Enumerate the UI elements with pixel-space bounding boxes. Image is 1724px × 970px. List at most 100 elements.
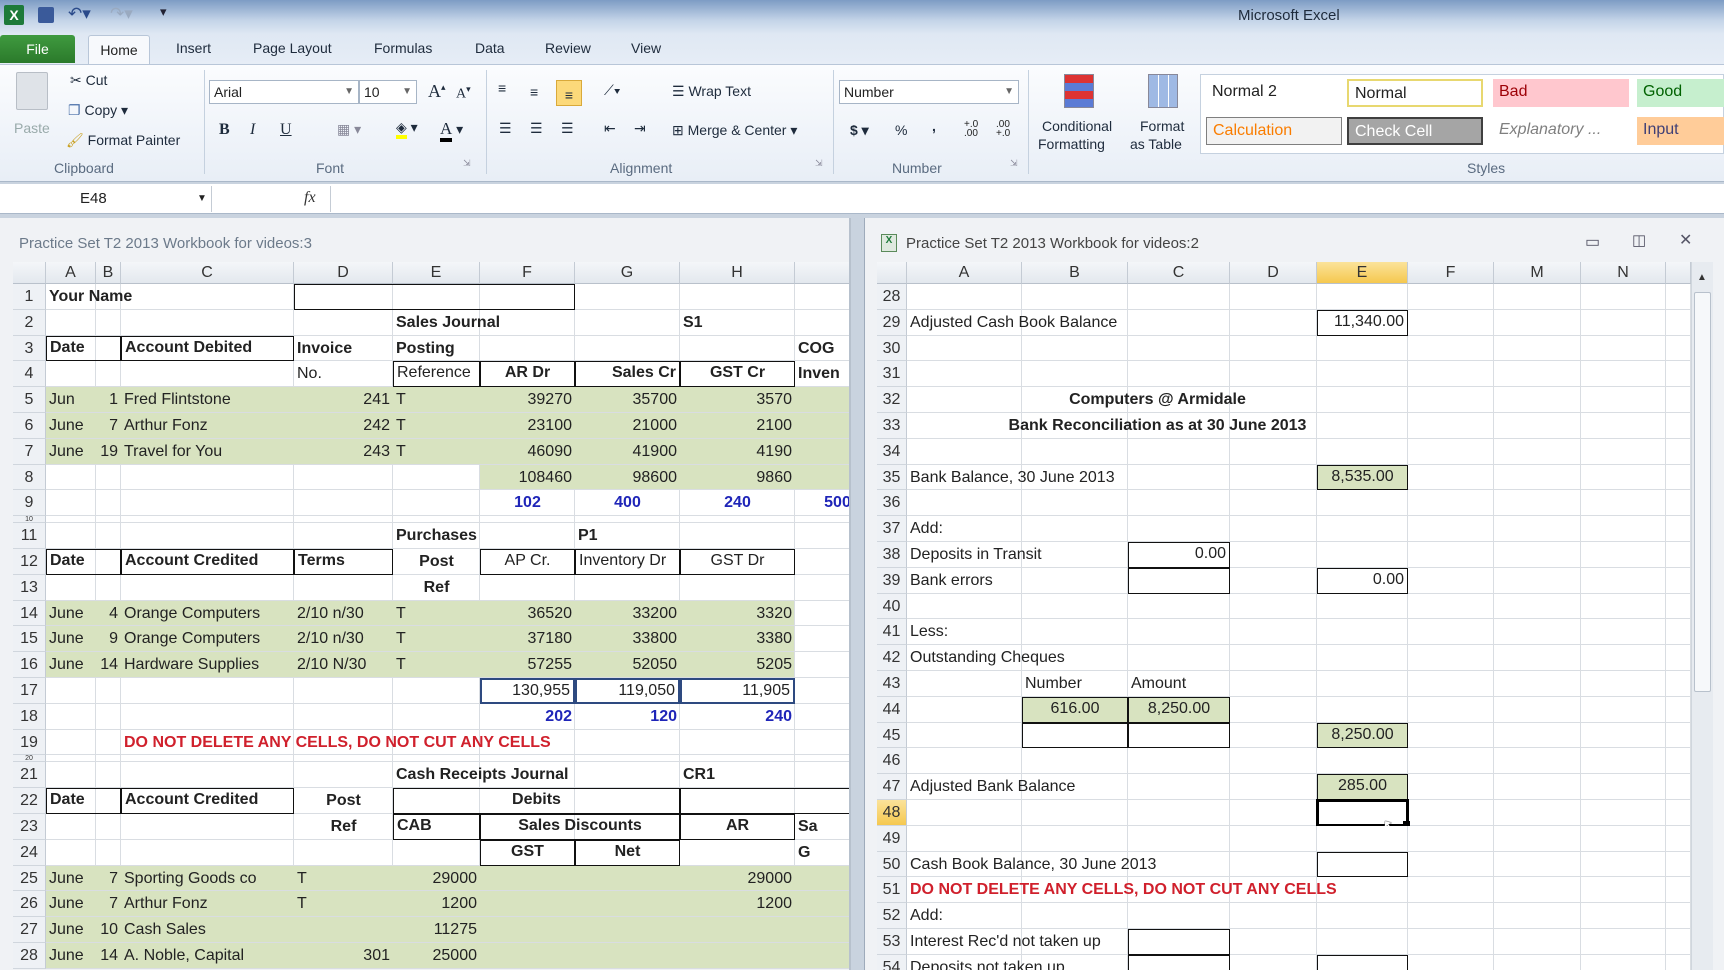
cell-E45[interactable]: 8,250.00 xyxy=(1317,722,1408,749)
cell-style-calculation[interactable]: Calculation xyxy=(1206,117,1342,145)
save-icon[interactable] xyxy=(38,7,54,23)
cell-D23[interactable]: Ref xyxy=(330,818,357,835)
cell-C7[interactable]: Travel for You xyxy=(124,442,223,460)
row-header[interactable]: 6 xyxy=(13,413,46,439)
cell-F6[interactable]: 23100 xyxy=(527,417,573,434)
column-header[interactable]: D xyxy=(294,262,393,284)
cell-C22[interactable]: Account Credited xyxy=(121,788,294,814)
dialog-launcher-icon[interactable]: ⇲ xyxy=(815,158,823,168)
increase-indent-button[interactable]: ⇥ xyxy=(634,120,646,136)
cell-E15[interactable]: T xyxy=(396,630,406,648)
row-header[interactable]: 30 xyxy=(877,335,907,362)
cell-G12[interactable]: Inventory Dr xyxy=(575,549,680,575)
cell-A14[interactable]: June xyxy=(49,604,84,622)
align-bottom-button[interactable]: ≡ xyxy=(556,80,582,106)
cell-B5[interactable]: 1 xyxy=(109,391,118,409)
cell-E54[interactable] xyxy=(1317,954,1408,970)
cell-G18[interactable]: 120 xyxy=(650,707,677,725)
row-header[interactable]: 25 xyxy=(13,865,46,892)
row-header[interactable]: 33 xyxy=(877,413,907,439)
row-header[interactable]: 20 xyxy=(13,755,46,763)
cell-A39[interactable]: Bank errors xyxy=(910,571,993,589)
column-header[interactable] xyxy=(1666,262,1691,284)
cell-style-normal-2[interactable]: Normal 2 xyxy=(1206,79,1342,107)
row-header[interactable]: 15 xyxy=(13,626,46,653)
cell-A42[interactable]: Outstanding Cheques xyxy=(910,649,1065,667)
cell-C27[interactable]: Cash Sales xyxy=(124,921,206,939)
cell-C15[interactable]: Orange Computers xyxy=(124,630,261,648)
cell-B7[interactable]: 19 xyxy=(100,442,118,460)
cell-B6[interactable]: 7 xyxy=(109,417,118,434)
tab-home[interactable]: Home xyxy=(88,35,150,65)
restore-icon[interactable]: ◫ xyxy=(1632,232,1647,249)
row-header[interactable]: 32 xyxy=(877,387,907,413)
cell-D1[interactable] xyxy=(294,284,575,310)
cell-D28[interactable]: 301 xyxy=(363,947,390,964)
cell-I9[interactable]: 500 xyxy=(824,494,851,512)
cell-H12[interactable]: GST Dr xyxy=(680,549,795,575)
tab-page-layout[interactable]: Page Layout xyxy=(253,40,332,56)
cell-D25[interactable]: T xyxy=(297,869,307,887)
row-header[interactable]: 38 xyxy=(877,542,907,568)
cell-A28[interactable]: June xyxy=(49,947,84,964)
dialog-launcher-icon[interactable]: ⇲ xyxy=(1010,158,1018,168)
align-middle-button[interactable]: ≡ xyxy=(530,84,539,100)
cell-F8[interactable]: 108460 xyxy=(518,468,572,486)
row-header[interactable]: 52 xyxy=(877,903,907,929)
column-header[interactable]: D xyxy=(1230,262,1317,284)
align-right-button[interactable]: ☰ xyxy=(561,120,574,136)
cell-D14[interactable]: 2/10 n/30 xyxy=(297,604,364,622)
row-header[interactable]: 48 xyxy=(877,800,907,826)
row-header[interactable]: 46 xyxy=(877,748,907,775)
wrap-text-button[interactable]: ☰ Wrap Text xyxy=(672,83,751,100)
row-header[interactable]: 18 xyxy=(13,703,46,730)
cell-H18[interactable]: 240 xyxy=(765,707,792,725)
row-header[interactable]: 51 xyxy=(877,877,907,904)
cell-D5[interactable]: 241 xyxy=(363,391,390,409)
row-header[interactable]: 16 xyxy=(13,652,46,678)
cell-A6[interactable]: June xyxy=(49,417,84,434)
cell-B26[interactable]: 7 xyxy=(109,895,118,913)
row-header[interactable]: 22 xyxy=(13,788,46,814)
format-painter-button[interactable]: 🖌 Format Painter xyxy=(66,132,180,149)
name-box[interactable]: E48 ▼ xyxy=(0,186,212,212)
font-name-select[interactable]: Arial ▼ xyxy=(209,80,359,104)
column-header[interactable]: A xyxy=(46,262,96,284)
row-header[interactable]: 44 xyxy=(877,696,907,723)
cell-style-good[interactable]: Good xyxy=(1637,79,1724,107)
cell-E14[interactable]: T xyxy=(396,604,406,622)
cell-A35[interactable]: Bank Balance, 30 June 2013 xyxy=(910,468,1115,486)
cell-E50[interactable] xyxy=(1317,851,1408,878)
cell-H25[interactable]: 29000 xyxy=(747,869,793,887)
cell-C39[interactable] xyxy=(1128,567,1230,594)
cell-H8[interactable]: 9860 xyxy=(756,468,792,486)
align-left-button[interactable]: ☰ xyxy=(499,120,512,136)
row-header[interactable]: 12 xyxy=(13,549,46,575)
redo-icon[interactable]: ↷▾ xyxy=(110,4,133,23)
align-center-button[interactable]: ☰ xyxy=(530,120,543,136)
cell-F24[interactable]: GST xyxy=(480,839,575,866)
scroll-up-icon[interactable]: ▲ xyxy=(1697,272,1707,283)
font-color-button[interactable]: A ▾ xyxy=(440,119,463,142)
cell-C19[interactable]: DO NOT DELETE ANY CELLS, DO NOT CUT ANY … xyxy=(124,733,551,751)
cell-A37[interactable]: Add: xyxy=(910,520,943,538)
cell-H5[interactable]: 3570 xyxy=(756,391,792,409)
cell-A26[interactable]: June xyxy=(49,895,84,913)
row-header[interactable]: 42 xyxy=(877,645,907,671)
cell-E16[interactable]: T xyxy=(396,656,406,674)
cell-H15[interactable]: 3380 xyxy=(756,630,792,648)
cell-F16[interactable]: 57255 xyxy=(527,656,573,674)
cell-C54[interactable] xyxy=(1128,954,1230,970)
cell-E12[interactable]: Post xyxy=(419,553,454,570)
tab-file[interactable]: File xyxy=(0,35,75,63)
cell-A27[interactable]: June xyxy=(49,921,84,939)
cell-E28[interactable]: 25000 xyxy=(432,947,478,964)
cell-E2[interactable]: Sales Journal xyxy=(396,313,501,331)
cell-E22[interactable]: Debits xyxy=(393,788,680,814)
cell-D4[interactable]: No. xyxy=(297,365,322,383)
cell-E3[interactable]: Posting xyxy=(396,339,455,357)
cell-A52[interactable]: Add: xyxy=(910,907,943,925)
cell-D15[interactable]: 2/10 n/30 xyxy=(297,630,364,648)
row-header[interactable]: 50 xyxy=(877,851,907,878)
cut-button[interactable]: ✂ Cut xyxy=(70,72,107,89)
